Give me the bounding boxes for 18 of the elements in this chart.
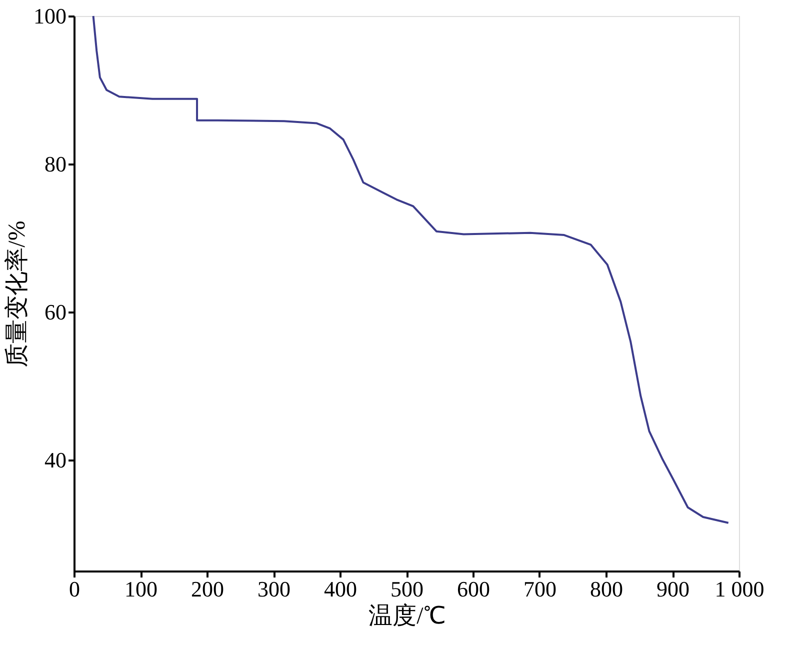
x-tick-label: 300 — [258, 576, 290, 602]
x-tick-label: 0 — [69, 576, 80, 602]
x-axis-title: 温度/℃ — [368, 602, 446, 630]
x-tick-label: 100 — [124, 576, 158, 602]
y-tick-label: 80 — [44, 152, 66, 176]
x-tick-label: 700 — [524, 576, 556, 602]
x-tick-label: 900 — [656, 576, 690, 602]
x-tick-label: 400 — [324, 576, 357, 602]
y-tick-label: 100 — [34, 4, 66, 28]
line-series — [92, 15, 730, 524]
x-tick-label: 600 — [457, 576, 490, 602]
x-tick-label: 200 — [191, 576, 224, 602]
y-tick-label: 40 — [44, 448, 66, 472]
y-tick-label: 60 — [44, 300, 66, 324]
x-tick-label: 1 000 — [714, 576, 764, 602]
y-axis-title: 质量变化率/% — [4, 220, 30, 368]
x-tick-label: 500 — [390, 576, 424, 602]
x-tick-label: 800 — [590, 576, 623, 602]
